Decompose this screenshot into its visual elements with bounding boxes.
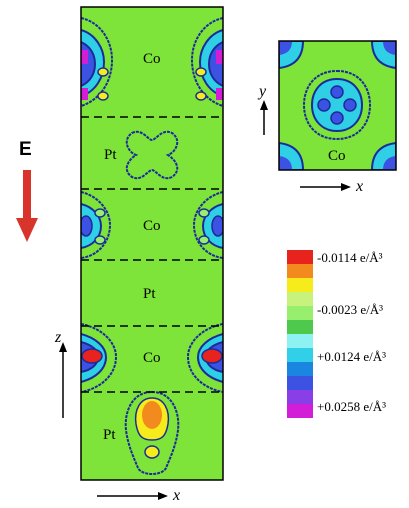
inset-y-axis: y bbox=[257, 83, 268, 135]
co-layer-1-features bbox=[81, 17, 223, 107]
layer-label-co: Co bbox=[143, 51, 161, 67]
pt-layer-3-contour bbox=[124, 390, 180, 475]
colorbar-swatch bbox=[287, 250, 313, 264]
field-arrow-head bbox=[16, 218, 38, 242]
colorbar-swatch bbox=[287, 278, 313, 292]
inset-label-co: Co bbox=[328, 148, 346, 164]
main-panel-border bbox=[80, 6, 224, 481]
colorbar-label: -0.0023 e/Å³ bbox=[317, 302, 383, 317]
colorbar-label: +0.0258 e/Å³ bbox=[317, 399, 386, 414]
x-axis-label: x bbox=[172, 487, 180, 504]
colorbar-swatch bbox=[287, 306, 313, 320]
colorbar-label: -0.0114 e/Å³ bbox=[317, 250, 383, 265]
inset-x-axis: x bbox=[300, 178, 363, 195]
layer-label-co: Co bbox=[143, 350, 161, 366]
inset-contours bbox=[279, 41, 396, 170]
main-x-axis: x bbox=[97, 487, 180, 504]
layer-label-pt: Pt bbox=[143, 286, 156, 302]
electric-field-indicator: E bbox=[16, 139, 38, 242]
main-z-axis: z bbox=[54, 329, 67, 418]
layer-label-pt: Pt bbox=[103, 427, 116, 443]
colorbar bbox=[287, 250, 313, 418]
main-panel: Co Pt Co Pt Co Pt bbox=[80, 6, 224, 481]
colorbar-swatch bbox=[287, 362, 313, 376]
co-layer-3-features bbox=[81, 323, 223, 393]
colorbar-swatch bbox=[287, 376, 313, 390]
colorbar-swatch bbox=[287, 390, 313, 404]
layer-label-co: Co bbox=[143, 218, 161, 234]
field-arrow-shaft bbox=[23, 170, 31, 222]
pt-layer-1-contour bbox=[125, 130, 179, 180]
colorbar-swatch bbox=[287, 292, 313, 306]
colorbar-swatch bbox=[287, 404, 313, 418]
colorbar-swatch bbox=[287, 320, 313, 334]
colorbar-swatch bbox=[287, 348, 313, 362]
inset-y-axis-label: y bbox=[257, 83, 267, 100]
co-layer-2-features bbox=[81, 191, 223, 259]
z-axis-label: z bbox=[54, 329, 62, 346]
layer-label-pt: Pt bbox=[104, 147, 117, 163]
field-label: E bbox=[19, 139, 32, 160]
inset-x-axis-label: x bbox=[355, 178, 363, 195]
colorbar-label: +0.0124 e/Å³ bbox=[317, 349, 386, 364]
colorbar-swatch bbox=[287, 264, 313, 278]
charge-density-contours bbox=[81, 17, 223, 475]
inset-panel: Co bbox=[278, 40, 397, 171]
colorbar-swatch bbox=[287, 334, 313, 348]
